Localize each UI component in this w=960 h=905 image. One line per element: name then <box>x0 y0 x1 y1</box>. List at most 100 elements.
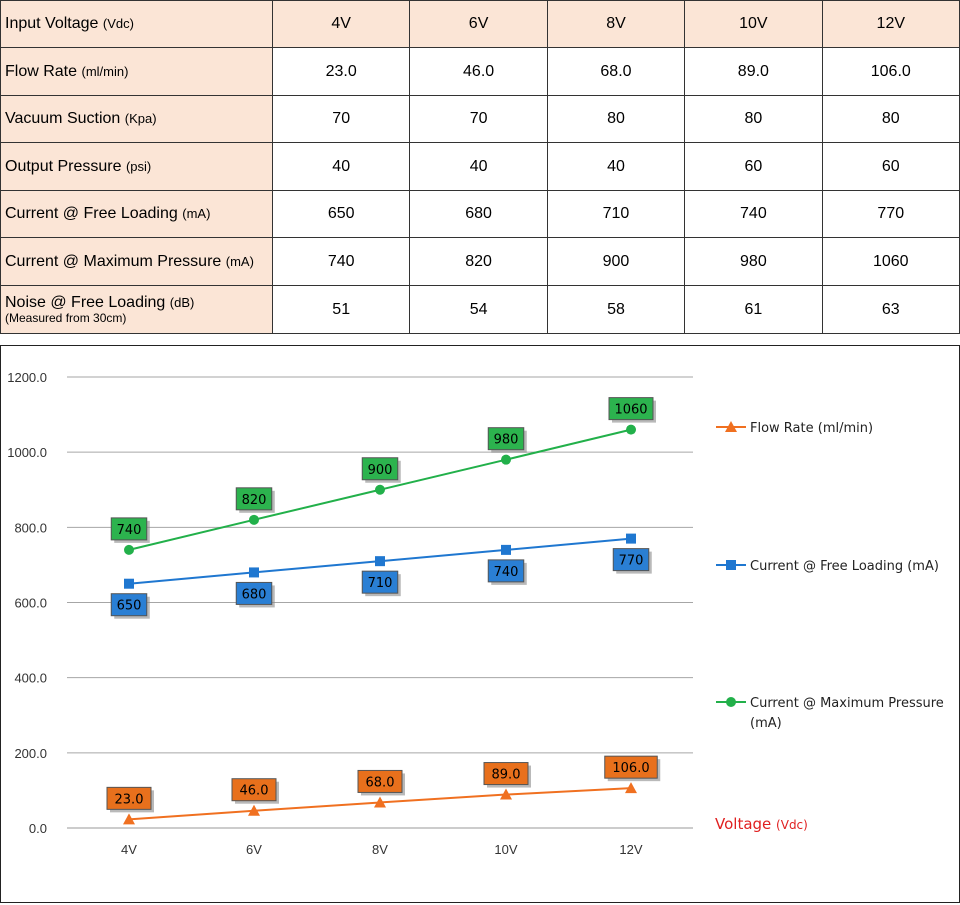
table-cell: 80 <box>821 95 960 143</box>
row-unit: (psi) <box>125 158 152 174</box>
data-point <box>248 804 260 816</box>
data-point <box>626 424 636 435</box>
legend-label: (mA) <box>750 716 782 731</box>
row-label-cell: Noise @ Free Loading (dB) (Measured from… <box>0 285 273 334</box>
legend-label: Current @ Free Loading (mA) <box>750 559 939 574</box>
data-label: 900 <box>368 463 393 478</box>
spec-table: Input Voltage (Vdc) 4V 6V 8V 10V 12V Flo… <box>0 0 960 334</box>
data-label-box <box>604 755 658 779</box>
row-label: Noise @ Free Loading <box>5 293 166 311</box>
table-cell: 770 <box>821 190 960 238</box>
data-label: 46.0 <box>240 784 269 799</box>
table-cell: 60 <box>684 142 823 191</box>
data-label: 68.0 <box>366 775 395 790</box>
table-cell: 740 <box>684 190 823 238</box>
table-cell: 58 <box>546 285 686 334</box>
data-label-box <box>361 570 399 594</box>
row-label: Vacuum Suction <box>5 110 121 127</box>
data-label: 106.0 <box>612 761 649 776</box>
table-cell: 23.0 <box>271 47 411 96</box>
row-unit: (ml/min) <box>81 63 129 79</box>
data-label-box <box>231 778 277 802</box>
row-unit: (mA) <box>225 253 254 269</box>
y-tick-label: 200.0 <box>14 746 47 761</box>
y-tick-label: 1200.0 <box>7 370 47 385</box>
row-unit: (Kpa) <box>124 111 157 126</box>
row-unit: (mA) <box>182 206 211 221</box>
table-cell: 46.0 <box>409 47 548 96</box>
header-col: 10V <box>684 0 823 48</box>
header-col: 8V <box>546 0 686 48</box>
table-row: Current @ Free Loading (mA) 650 680 710 … <box>0 190 960 238</box>
data-label-box <box>612 548 650 572</box>
row-label-cell: Current @ Free Loading (mA) <box>0 190 273 238</box>
data-point <box>123 813 135 825</box>
table-row: Flow Rate (ml/min) 23.0 46.0 68.0 89.0 1… <box>0 47 960 96</box>
table-cell: 70 <box>409 95 548 143</box>
row-unit: (dB) <box>169 294 195 310</box>
x-tick-label: 10V <box>494 842 517 857</box>
line-chart: 0.0 200.0 400.0 600.0 800.0 1000.0 1200.0 4V 6V 8… <box>7 370 944 857</box>
header-col: 12V <box>821 0 960 48</box>
row-label-cell: Vacuum Suction (Kpa) <box>0 95 273 143</box>
line-chart-panel: 0.0 200.0 400.0 600.0 800.0 1000.0 1200.0 4V 6V 8… <box>0 345 960 903</box>
data-point <box>375 484 385 495</box>
header-unit: (Vdc) <box>102 16 134 31</box>
data-label: 1060 <box>614 403 647 418</box>
table-cell: 80 <box>546 95 686 143</box>
table-cell: 89.0 <box>684 47 823 96</box>
data-point <box>249 567 259 578</box>
table-row: Noise @ Free Loading (dB) (Measured from… <box>0 285 960 334</box>
table-cell: 1060 <box>821 237 960 286</box>
data-label: 710 <box>368 576 393 591</box>
legend-label: Current @ Maximum Pressure <box>750 696 944 711</box>
table-cell: 51 <box>271 285 411 334</box>
table-cell: 70 <box>271 95 411 143</box>
row-label: Current @ Maximum Pressure <box>5 252 222 270</box>
data-label-box <box>106 786 152 810</box>
data-point <box>249 514 259 525</box>
data-label: 23.0 <box>115 792 144 807</box>
data-point <box>124 578 134 589</box>
row-note: (Measured from 30cm) <box>5 310 127 325</box>
data-label-box <box>110 593 148 617</box>
row-label-cell: Current @ Maximum Pressure (mA) <box>0 237 273 286</box>
x-tick-label: 12V <box>619 842 642 857</box>
header-label-cell: Input Voltage (Vdc) <box>0 0 273 48</box>
table-cell: 680 <box>409 190 548 238</box>
data-point <box>626 533 636 544</box>
table-cell: 980 <box>684 237 823 286</box>
table-cell: 106.0 <box>821 47 960 96</box>
row-label-cell: Output Pressure (psi) <box>0 142 273 191</box>
data-label-box <box>608 397 654 421</box>
y-tick-label: 1000.0 <box>7 445 47 460</box>
data-label-box <box>235 487 273 511</box>
row-label-cell: Flow Rate (ml/min) <box>0 47 273 96</box>
x-axis-unit: (Vdc) <box>776 818 808 832</box>
table-cell: 54 <box>409 285 548 334</box>
legend-marker <box>726 697 736 707</box>
data-label: 89.0 <box>492 768 521 783</box>
y-tick-label: 0.0 <box>29 821 47 836</box>
table-cell: 80 <box>684 95 823 143</box>
table-cell: 63 <box>821 285 960 334</box>
table-cell: 40 <box>546 142 686 191</box>
data-label-box <box>487 427 525 451</box>
x-tick-label: 8V <box>372 842 388 857</box>
header-label: Input Voltage <box>5 15 99 32</box>
header-col: 4V <box>271 0 411 48</box>
x-axis-title: Voltage (Vdc) <box>715 815 808 833</box>
table-cell: 710 <box>546 190 686 238</box>
data-point <box>501 544 511 555</box>
data-point <box>501 454 511 465</box>
table-header-row: Input Voltage (Vdc) 4V 6V 8V 10V 12V <box>0 0 960 48</box>
row-label: Current @ Free Loading <box>5 205 178 222</box>
data-label: 980 <box>494 433 519 448</box>
data-point <box>124 544 134 555</box>
table-cell: 900 <box>546 237 686 286</box>
data-point <box>500 788 512 800</box>
data-label-box <box>110 517 148 541</box>
data-label-box <box>483 762 529 786</box>
table-row: Output Pressure (psi) 40 40 40 60 60 <box>0 142 960 191</box>
data-point <box>375 556 385 567</box>
